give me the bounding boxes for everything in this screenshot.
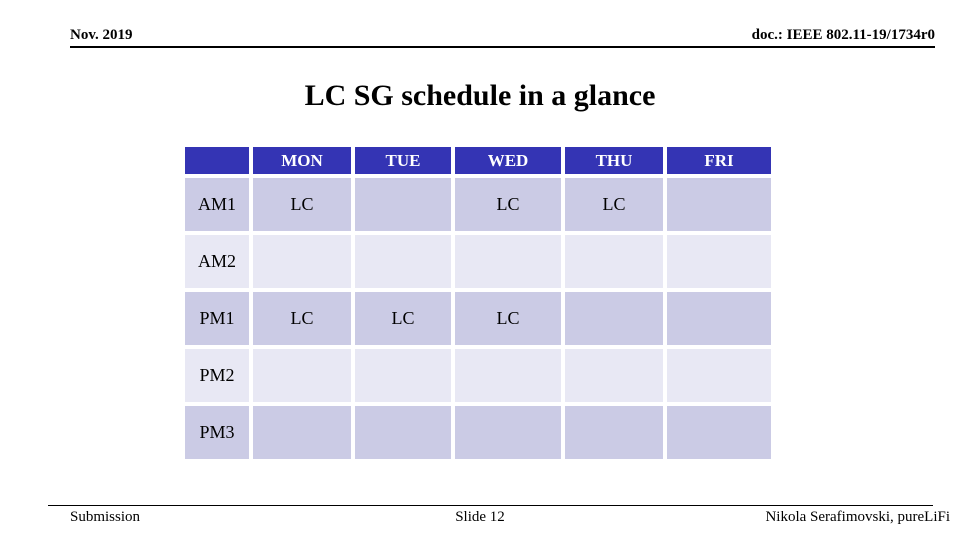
column-header-thu: THU <box>565 147 663 174</box>
footer-submission: Submission <box>70 509 141 525</box>
schedule-cell <box>355 349 451 402</box>
schedule-cell <box>253 235 351 288</box>
header-divider <box>70 46 935 48</box>
column-header-fri: FRI <box>667 147 771 174</box>
column-header-wed: WED <box>455 147 561 174</box>
schedule-cell <box>667 292 771 345</box>
schedule-cell <box>667 235 771 288</box>
column-header-mon: MON <box>253 147 351 174</box>
row-label-pm2: PM2 <box>185 349 249 402</box>
table-row-pm2: PM2 <box>185 349 771 402</box>
header-doc-number: doc.: IEEE 802.11-19/1734r0 <box>751 27 935 43</box>
schedule-cell: LC <box>253 292 351 345</box>
schedule-cell <box>667 178 771 231</box>
row-label-pm1: PM1 <box>185 292 249 345</box>
schedule-cell <box>565 349 663 402</box>
schedule-cell <box>455 349 561 402</box>
footer-divider <box>48 505 933 506</box>
schedule-cell <box>253 406 351 459</box>
schedule-cell <box>455 406 561 459</box>
schedule-cell <box>355 178 451 231</box>
table-row-am2: AM2 <box>185 235 771 288</box>
footer-slide-number: Slide 12 <box>455 509 505 525</box>
page-title: LC SG schedule in a glance <box>304 79 656 112</box>
schedule-cell <box>355 235 451 288</box>
column-header-corner <box>185 147 249 174</box>
schedule-table: MON TUE WED THU FRI AM1 LC LC LC AM2 PM1… <box>181 143 775 463</box>
schedule-cell: LC <box>455 292 561 345</box>
schedule-cell <box>253 349 351 402</box>
schedule-cell <box>565 292 663 345</box>
row-label-am1: AM1 <box>185 178 249 231</box>
schedule-cell <box>455 235 561 288</box>
table-row-pm1: PM1 LC LC LC <box>185 292 771 345</box>
schedule-cell <box>565 406 663 459</box>
header-date: Nov. 2019 <box>70 27 133 43</box>
schedule-cell: LC <box>355 292 451 345</box>
schedule-cell <box>667 349 771 402</box>
table-header-row: MON TUE WED THU FRI <box>185 147 771 174</box>
row-label-pm3: PM3 <box>185 406 249 459</box>
column-header-tue: TUE <box>355 147 451 174</box>
schedule-cell <box>565 235 663 288</box>
schedule-cell: LC <box>455 178 561 231</box>
footer-author: Nikola Serafimovski, pureLiFi <box>765 509 950 525</box>
row-label-am2: AM2 <box>185 235 249 288</box>
schedule-cell <box>667 406 771 459</box>
table-row-pm3: PM3 <box>185 406 771 459</box>
table-row-am1: AM1 LC LC LC <box>185 178 771 231</box>
schedule-cell: LC <box>253 178 351 231</box>
schedule-cell <box>355 406 451 459</box>
schedule-cell: LC <box>565 178 663 231</box>
